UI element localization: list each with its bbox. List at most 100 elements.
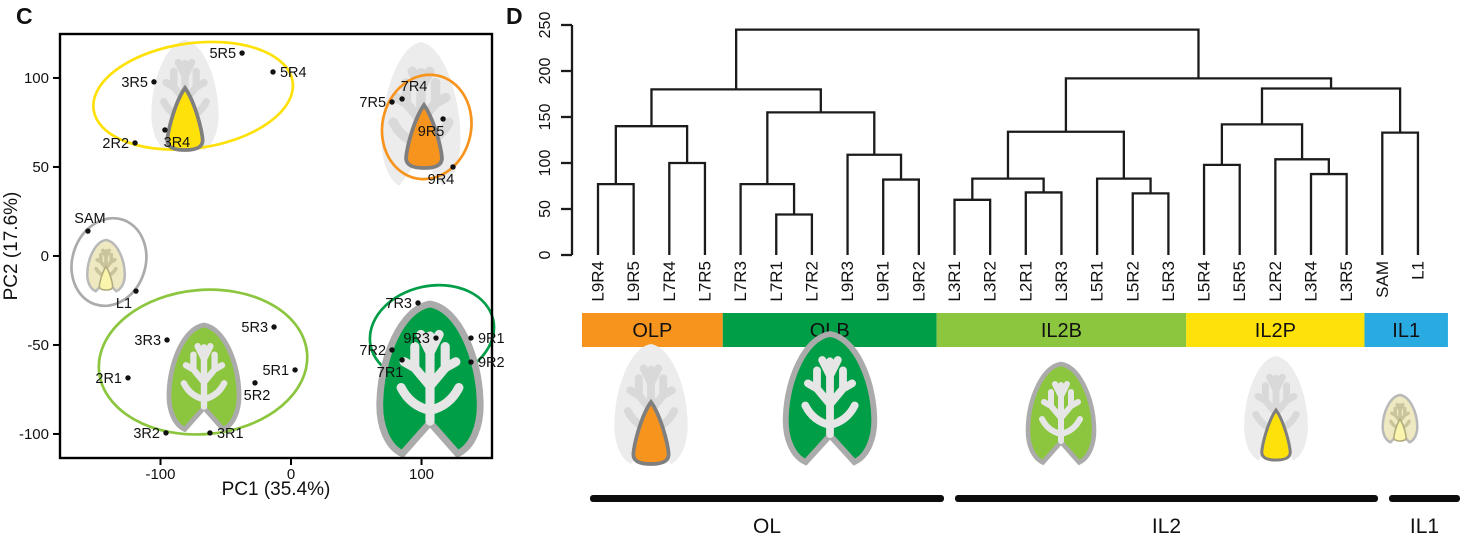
dendro-leaf-label-l3r5: L3R5 xyxy=(1337,261,1356,302)
pca-point-label-7r1: 7R1 xyxy=(377,365,404,381)
pca-point-label-3r3: 3R3 xyxy=(134,333,161,349)
olp-bud-leaf-icon xyxy=(404,101,444,170)
pca-point-label-9r5: 9R5 xyxy=(418,124,445,140)
dendrogram-branch xyxy=(739,183,796,255)
x-axis-tick-label: -100 xyxy=(145,466,175,483)
pca-plot-border xyxy=(58,32,494,460)
stage-bar-ol xyxy=(590,495,944,502)
pca-point-9r2 xyxy=(468,359,474,365)
dendrogram-branch xyxy=(1260,87,1402,133)
pca-point-label-3r2: 3R2 xyxy=(133,426,160,442)
pca-point-9r5 xyxy=(440,116,446,122)
group-bar-olp xyxy=(582,313,723,347)
stage-bar-il1 xyxy=(1389,495,1460,502)
il2b-full-leaf-icon xyxy=(166,322,242,433)
dendro-leaf-label-l5r3: L5R3 xyxy=(1159,261,1178,302)
stage-bar-label-il1: IL1 xyxy=(1410,515,1439,538)
dendrogram-axis-tick-label: 200 xyxy=(537,58,554,85)
dendrogram-branch xyxy=(596,183,635,255)
dendrogram-branch xyxy=(650,88,822,127)
pca-point-7r2 xyxy=(389,347,395,353)
dendro-leaf-label-l5r2: L5R2 xyxy=(1123,261,1142,302)
dendro-leaf-label-l9r3: L9R3 xyxy=(838,261,857,302)
dendro-leaf-label-l3r1: L3R1 xyxy=(945,261,964,302)
pca-point-label-9r2: 9R2 xyxy=(478,355,505,371)
dendro-leaf-label-l5r1: L5R1 xyxy=(1088,261,1107,302)
dendrogram-branch xyxy=(668,161,707,255)
pca-point-label-7r4: 7R4 xyxy=(401,79,428,95)
pca-point-label-5r5: 5R5 xyxy=(209,46,236,62)
pca-point-label-5r1: 5R1 xyxy=(262,363,289,379)
y-axis-tick-label: -50 xyxy=(27,337,49,354)
dendro-leaf-label-l5r5: L5R5 xyxy=(1230,261,1249,302)
dendrogram-branch xyxy=(734,28,1200,90)
pca-point-label-5r4: 5R4 xyxy=(280,65,307,81)
group-bar-il2p xyxy=(1186,313,1365,347)
cluster-ellipse-il1 xyxy=(70,216,148,308)
dendro-leaf-label-l9r1: L9R1 xyxy=(874,261,893,302)
dendro-leaf-label-l7r4: L7R4 xyxy=(660,261,679,302)
pca-point-label-9r4: 9R4 xyxy=(428,172,455,188)
cluster-ellipse-olp xyxy=(380,73,473,181)
pca-point-label-sam: SAM xyxy=(74,211,105,227)
dendrogram-branch xyxy=(1202,163,1241,255)
dendrogram-branch xyxy=(1131,192,1170,255)
pca-point-3r1 xyxy=(207,430,213,436)
dendro-leaf-label-l3r3: L3R3 xyxy=(1052,261,1071,302)
pca-point-5r3 xyxy=(271,324,277,330)
y-axis-tick-label: 50 xyxy=(32,159,49,176)
panel-d-label: D xyxy=(506,3,523,29)
dendro-leaf-label-l3r4: L3R4 xyxy=(1302,261,1321,302)
dendrogram-axis-tick-label: 0 xyxy=(537,250,554,259)
group-bar-label-il1: IL1 xyxy=(1392,320,1420,342)
pc1-axis-label: PC1 (35.4%) xyxy=(222,479,331,500)
group-bar-il2b xyxy=(936,313,1187,347)
pca-point-2r2 xyxy=(132,140,138,146)
y-axis-tick-label: 0 xyxy=(41,248,49,265)
dendrogram-branch xyxy=(1024,191,1063,255)
dendrogram-branch xyxy=(1006,130,1125,179)
stage-bar-label-ol: OL xyxy=(753,515,781,538)
pca-point-5r4 xyxy=(270,69,276,75)
dendro-leaf-label-l2r1: L2R1 xyxy=(1016,261,1035,302)
dendrogram-branch xyxy=(953,198,992,255)
pca-point-3r2 xyxy=(163,430,169,436)
olb-full-leaf-icon xyxy=(782,331,878,466)
dendro-leaf-label-l7r2: L7R2 xyxy=(802,261,821,302)
dendro-leaf-label-l9r5: L9R5 xyxy=(624,261,643,302)
dendrogram-branch xyxy=(614,125,689,185)
dendro-leaf-label-sam: SAM xyxy=(1373,261,1392,298)
pca-point-5r2 xyxy=(252,380,258,386)
group-bar-label-il2b: IL2B xyxy=(1041,320,1082,342)
pc2-axis-label: PC2 (17.6%) xyxy=(1,192,22,301)
dendro-leaf-label-l3r2: L3R2 xyxy=(981,261,1000,302)
pca-point-label-5r3: 5R3 xyxy=(241,320,268,336)
stage-bar-label-il2: IL2 xyxy=(1152,515,1181,538)
il2p-bud-leaf-icon xyxy=(1260,407,1292,462)
dendrogram-branch xyxy=(1095,177,1152,255)
x-axis-tick-label: 0 xyxy=(287,466,295,483)
panel-c-label: C xyxy=(16,3,33,29)
dendrogram-branch xyxy=(775,213,814,255)
il2b-full-leaf-icon xyxy=(1025,361,1097,466)
y-axis-tick-label: -100 xyxy=(19,426,49,443)
dendrogram-branch xyxy=(1309,172,1348,255)
dendrogram-branch xyxy=(766,111,876,185)
pca-point-label-9r3: 9R3 xyxy=(403,331,430,347)
pca-point-5r5 xyxy=(239,50,245,56)
dendrogram-axis-tick-label: 150 xyxy=(537,104,554,131)
dendrogram-branch xyxy=(882,178,920,255)
dendro-leaf-label-l7r1: L7R1 xyxy=(767,261,786,302)
il1-pale-leaf-icon xyxy=(86,238,126,293)
pca-point-9r3 xyxy=(433,335,439,341)
dendro-leaf-label-l7r3: L7R3 xyxy=(731,261,750,302)
dendro-leaf-label-l9r4: L9R4 xyxy=(589,261,608,302)
x-axis-tick-label: 100 xyxy=(409,466,434,483)
pca-point-2r1 xyxy=(125,375,131,381)
pca-point-7r4 xyxy=(399,96,405,102)
pca-point-sam xyxy=(85,228,91,234)
il1-pale-leaf-icon xyxy=(1381,393,1419,444)
pca-point-5r1 xyxy=(292,367,298,373)
